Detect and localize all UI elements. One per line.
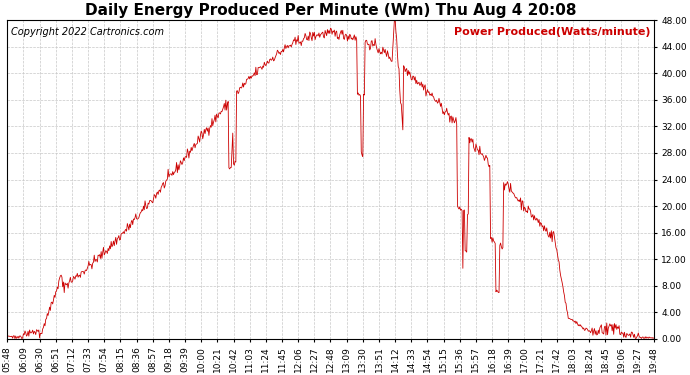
Text: Power Produced(Watts/minute): Power Produced(Watts/minute) [454, 27, 651, 37]
Text: Copyright 2022 Cartronics.com: Copyright 2022 Cartronics.com [10, 27, 164, 37]
Title: Daily Energy Produced Per Minute (Wm) Thu Aug 4 20:08: Daily Energy Produced Per Minute (Wm) Th… [85, 3, 576, 18]
